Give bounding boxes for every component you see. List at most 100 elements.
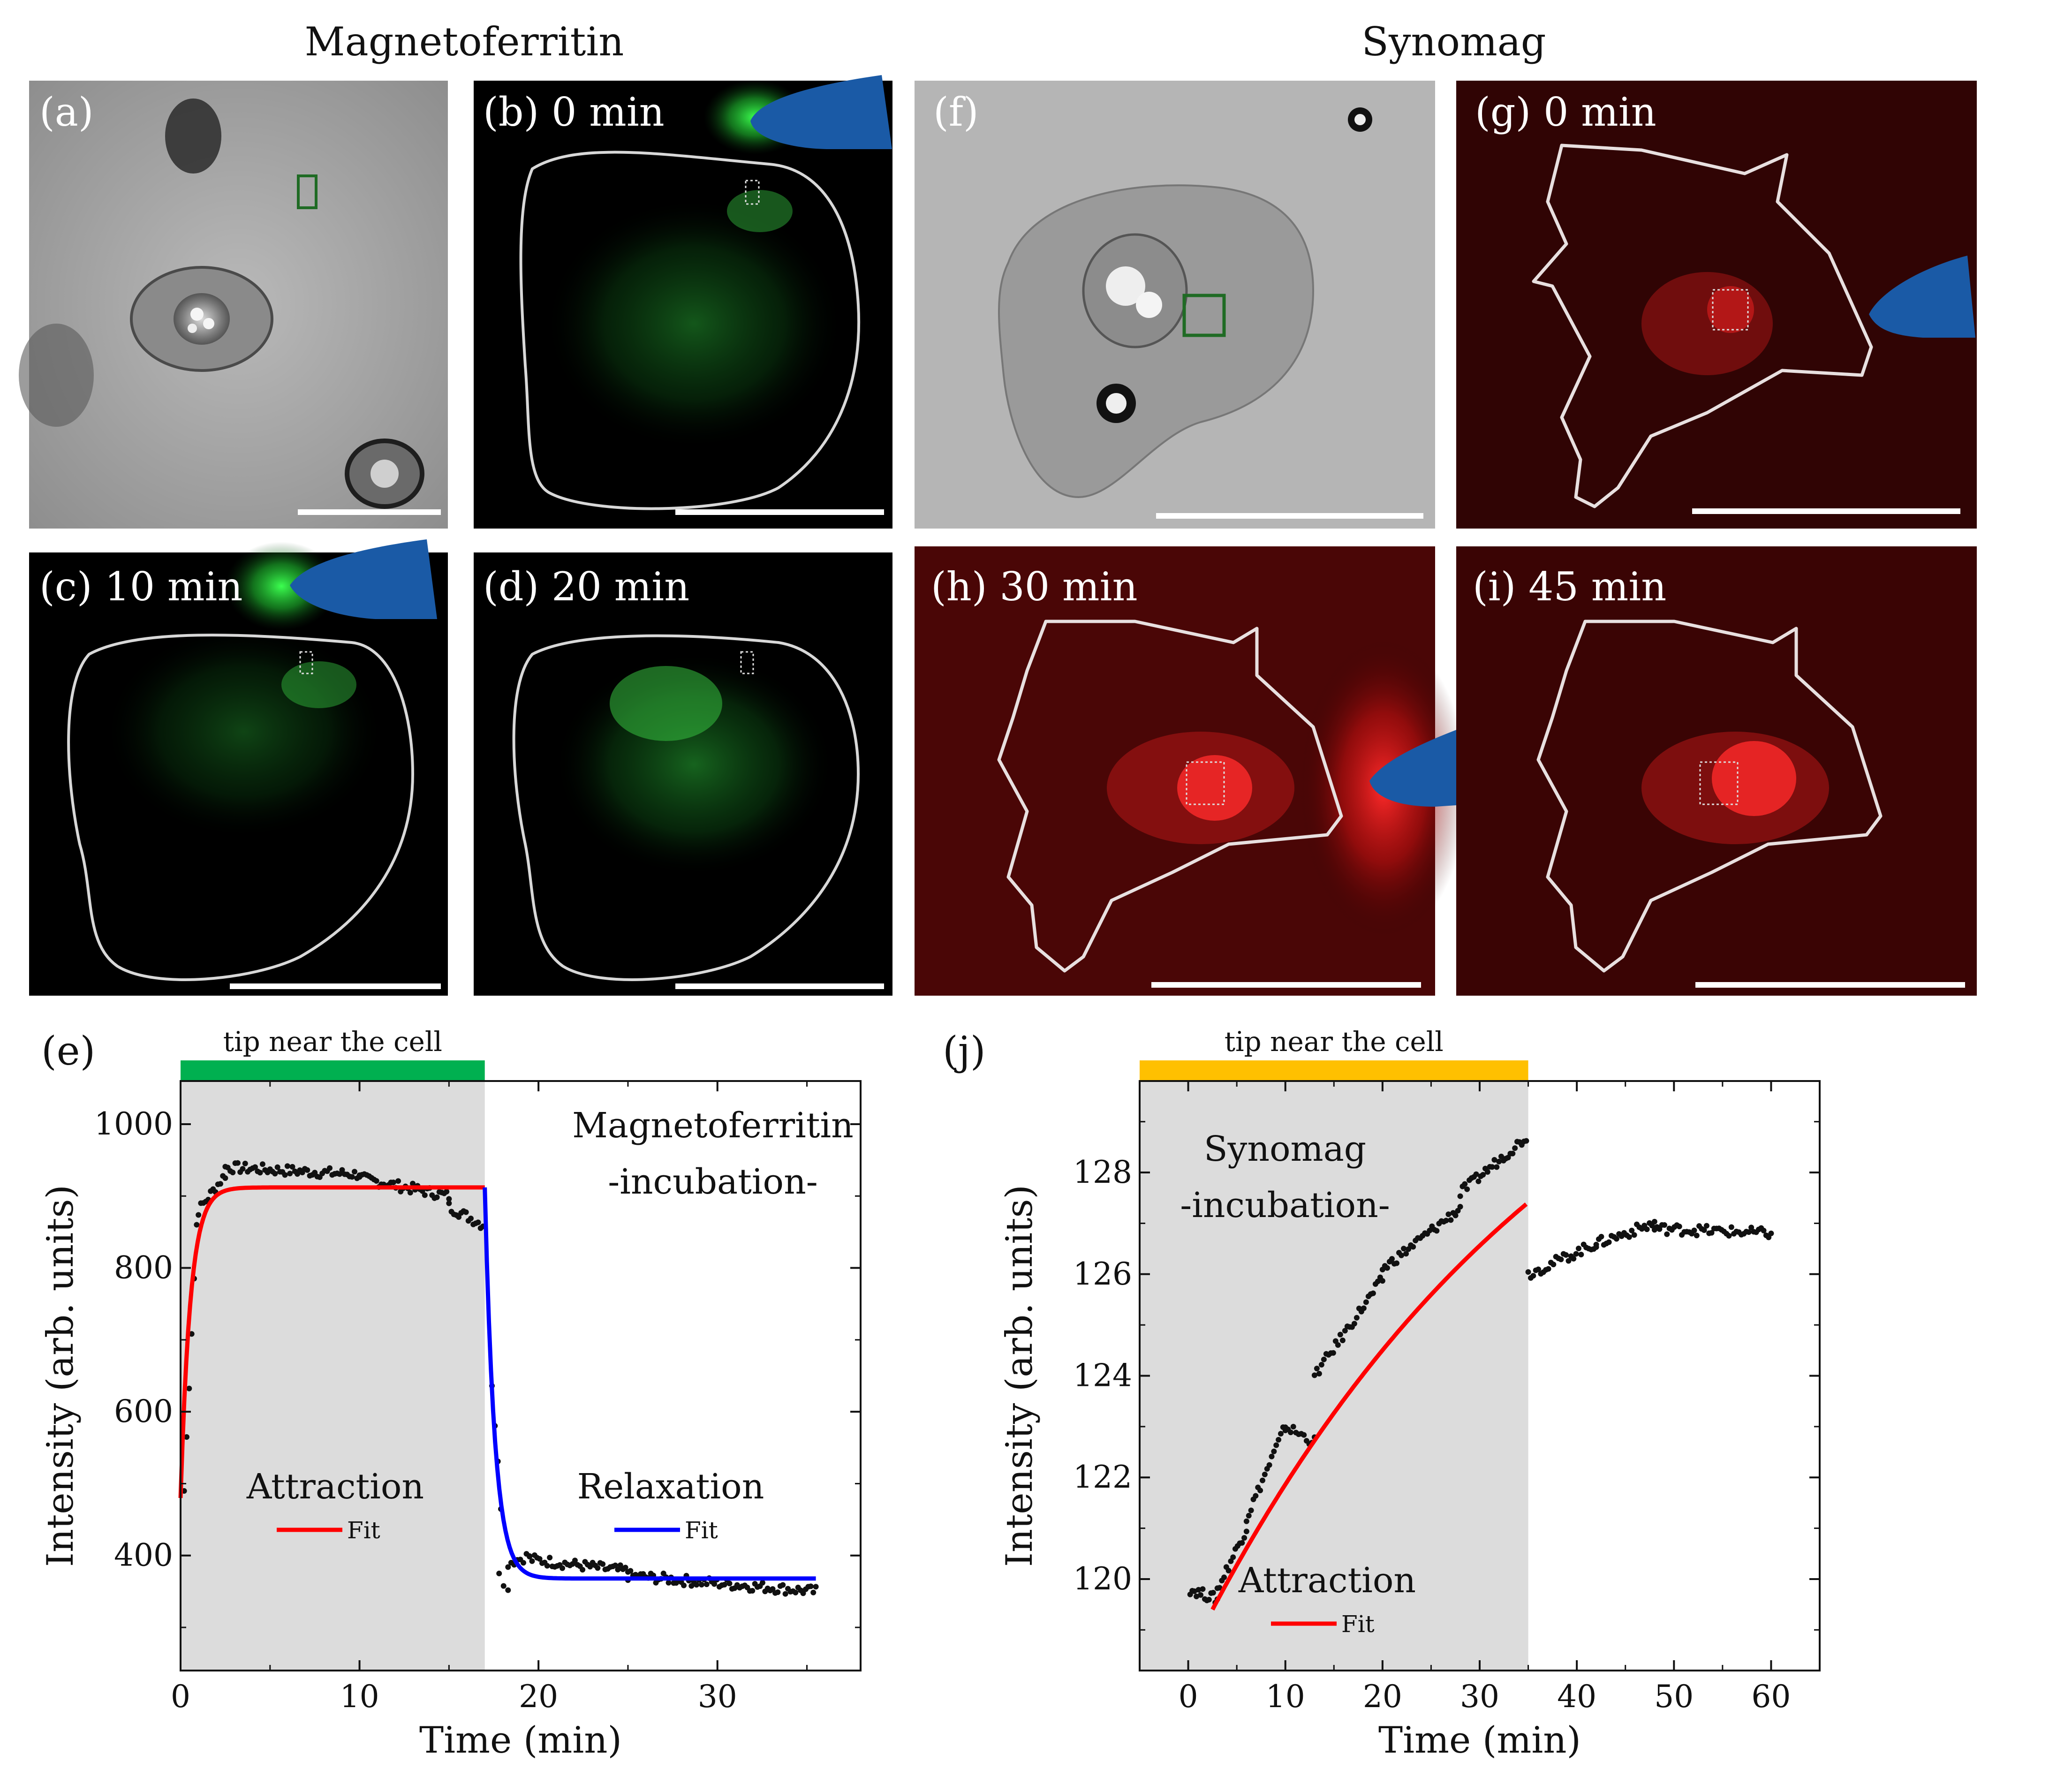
data-point: [1475, 1178, 1482, 1184]
data-point: [544, 1563, 550, 1569]
chart-e-relaxation-fit: [483, 1187, 816, 1581]
data-point: [326, 1165, 333, 1171]
chart-e-subtitle: -incubation-: [608, 1162, 818, 1202]
chart-e-y-ticks: 400 600 800 1000: [94, 1106, 861, 1628]
data-point: [1370, 1290, 1376, 1296]
data-point: [1351, 1321, 1357, 1327]
data-point: [1243, 1528, 1249, 1535]
blur-region: [19, 324, 94, 427]
data-point: [1496, 1158, 1502, 1165]
y-tick-label: 400: [114, 1537, 173, 1573]
data-point: [230, 1169, 236, 1175]
data-point: [410, 1180, 416, 1187]
data-point: [1530, 1273, 1536, 1279]
data-point: [242, 1160, 248, 1166]
data-point: [622, 1565, 628, 1571]
chart-j-title: Synomag: [1204, 1129, 1366, 1169]
data-point: [1269, 1453, 1275, 1459]
data-point: [1445, 1211, 1452, 1217]
chart-e: (e) tip near the cell 0 10 20 30 400 600 800 1…: [39, 1026, 862, 1762]
chart-j-shaded-region: [1140, 1081, 1528, 1671]
chart-e-legend-relaxation: Relaxation: [577, 1467, 764, 1507]
data-point: [1662, 1222, 1668, 1228]
data-point: [1664, 1231, 1670, 1237]
data-point: [395, 1178, 401, 1184]
data-point: [434, 1194, 440, 1200]
data-point: [1593, 1241, 1599, 1248]
y-tick-label: 128: [1073, 1154, 1132, 1190]
data-point: [1709, 1230, 1715, 1236]
accumulation: [1712, 741, 1796, 816]
data-point: [1571, 1255, 1577, 1262]
data-point: [1491, 1157, 1497, 1163]
roi-box: [297, 174, 318, 209]
data-point: [1290, 1423, 1296, 1429]
data-point: [1389, 1256, 1395, 1262]
x-tick-label: 0: [171, 1679, 190, 1715]
data-point: [613, 1562, 619, 1568]
y-tick-label: 120: [1073, 1561, 1132, 1597]
data-point: [1512, 1145, 1518, 1151]
panel-b-label: (b) 0 min: [483, 89, 665, 135]
data-point: [289, 1164, 295, 1170]
data-point: [800, 1590, 806, 1596]
data-point: [810, 1589, 817, 1596]
chart-e-legend-relaxation-fit: Fit: [685, 1517, 718, 1544]
cell-fluorescence: [544, 197, 844, 450]
data-point: [1550, 1262, 1557, 1268]
data-point: [1631, 1232, 1637, 1238]
data-point: [339, 1167, 345, 1173]
data-point: [505, 1587, 511, 1593]
data-point: [1403, 1251, 1409, 1257]
panel-h-label: (h) 30 min: [931, 564, 1138, 610]
chart-j-x-label: Time (min): [1378, 1719, 1581, 1762]
data-point: [1746, 1229, 1752, 1235]
x-tick-label: 50: [1654, 1679, 1694, 1715]
panel-a-label: (a): [39, 89, 94, 135]
chart-e-attraction-fit: [178, 1185, 485, 1498]
data-point: [373, 1178, 379, 1184]
data-point: [721, 1581, 727, 1588]
data-point: [1676, 1224, 1682, 1230]
cell-outline: [512, 634, 860, 981]
panel-d: (d) 20 min: [474, 552, 892, 996]
data-point: [1498, 1153, 1504, 1159]
data-point: [351, 1169, 357, 1175]
data-point: [1230, 1554, 1236, 1560]
magnetic-tip: [290, 539, 437, 619]
data-point: [196, 1212, 202, 1218]
data-point: [222, 1175, 228, 1181]
chart-e-legend-attraction-fit: Fit: [347, 1517, 380, 1544]
data-point: [1314, 1365, 1320, 1371]
data-point: [446, 1196, 452, 1202]
data-point: [1656, 1226, 1663, 1232]
data-point: [780, 1582, 786, 1588]
data-point: [1598, 1233, 1604, 1240]
magnetic-tip: [750, 75, 892, 149]
cell-outline: [1532, 144, 1873, 508]
data-point: [1410, 1244, 1416, 1250]
cell-outline: [997, 620, 1343, 973]
chart-e-y-label: Intensity (arb. units): [39, 1185, 82, 1567]
data-point: [189, 1331, 195, 1337]
chart-e-title: Magnetoferritin: [572, 1105, 854, 1146]
data-point: [1525, 1269, 1531, 1275]
data-point: [1644, 1226, 1650, 1233]
data-point: [1427, 1227, 1433, 1233]
data-point: [1606, 1239, 1612, 1245]
data-point: [1321, 1356, 1327, 1362]
data-point: [272, 1171, 278, 1177]
data-point: [1701, 1227, 1707, 1233]
x-tick-label: 10: [1266, 1679, 1305, 1715]
data-point: [1301, 1432, 1307, 1438]
x-tick-label: 20: [519, 1679, 558, 1715]
roi-box: [299, 651, 313, 674]
chart-e-shaded-region: [181, 1081, 485, 1671]
data-point: [419, 1188, 425, 1194]
panel-i: (i) 45 min: [1456, 546, 1977, 996]
data-point: [349, 1174, 355, 1180]
vesicle: [188, 324, 197, 333]
data-point: [1342, 1328, 1348, 1334]
title-synomag: Synomag: [1361, 19, 1546, 65]
data-point: [1448, 1217, 1454, 1223]
